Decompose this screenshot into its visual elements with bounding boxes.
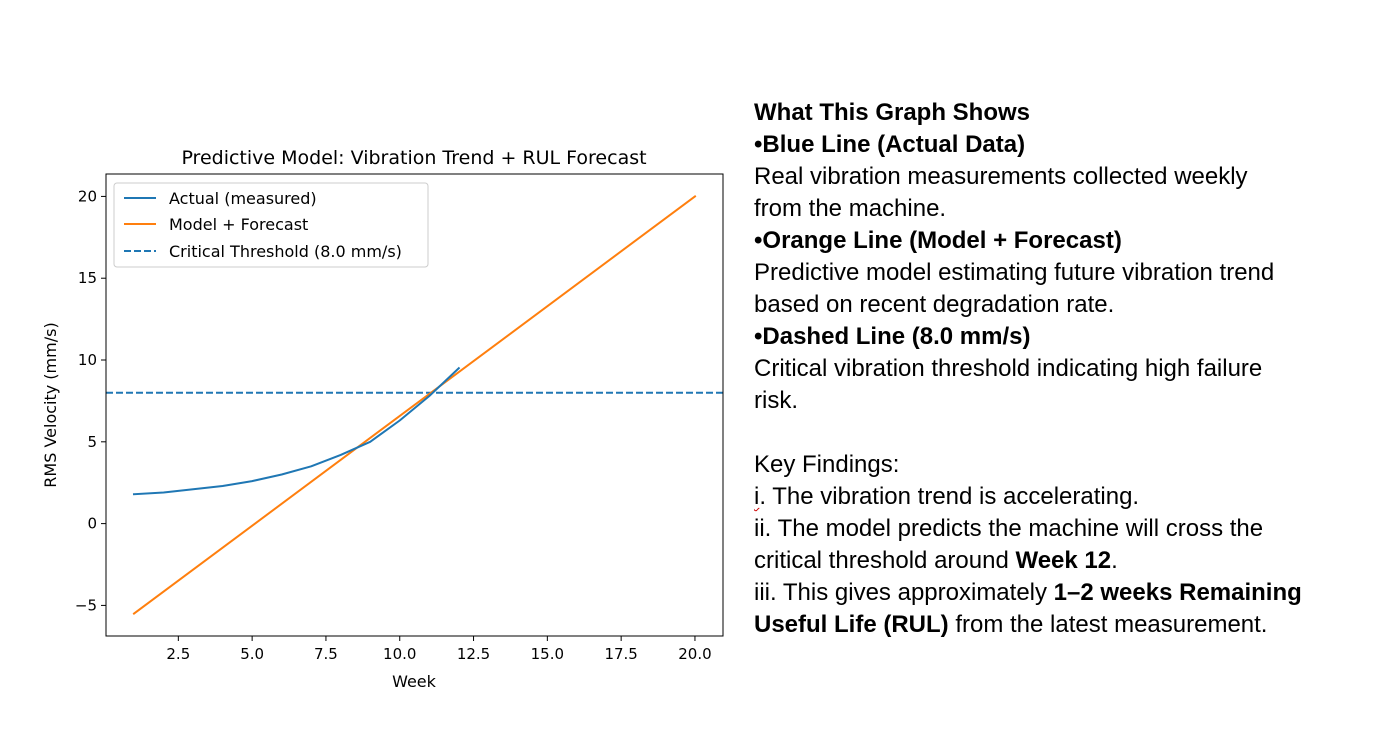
- legend: Actual (measured) Model + Forecast Criti…: [113, 182, 429, 268]
- orange-line-title: •Orange Line (Model + Forecast): [754, 227, 1122, 254]
- x-tick-label: 7.5: [314, 645, 338, 663]
- forecast-line: [132, 195, 697, 615]
- chart: Predictive Model: Vibration Trend + RUL …: [41, 147, 724, 691]
- x-tick-label: 10.0: [383, 645, 416, 663]
- finding-2-cont: critical threshold around Week 12.: [754, 547, 1118, 574]
- y-axis: −5 0 5 10 15 20: [75, 187, 106, 614]
- y-tick-label: −5: [75, 596, 97, 614]
- finding-2: ii. The model predicts the machine will …: [754, 515, 1264, 542]
- x-axis: 2.5 5.0 7.5 10.0 12.5 15.0 17.5 20.0: [166, 636, 712, 663]
- explanation-heading: What This Graph Shows: [754, 99, 1031, 126]
- x-tick-label: 20.0: [678, 645, 711, 663]
- x-tick-label: 17.5: [604, 645, 637, 663]
- legend-box: [113, 182, 429, 268]
- chart-title: Predictive Model: Vibration Trend + RUL …: [181, 147, 646, 169]
- blue-line-description-cont: from the machine.: [754, 195, 947, 222]
- actual-line: [132, 366, 461, 496]
- finding-3-cont: Useful Life (RUL) from the latest measur…: [754, 611, 1268, 638]
- y-tick-label: 20: [78, 187, 97, 205]
- finding-1: i. The vibration trend is accelerating.: [754, 483, 1140, 510]
- y-tick-label: 5: [87, 433, 97, 451]
- axes-frame: [105, 173, 724, 637]
- blue-line-description: Real vibration measurements collected we…: [754, 163, 1248, 190]
- y-axis-label: RMS Velocity (mm/s): [41, 322, 60, 487]
- legend-label-actual: Actual (measured): [169, 189, 317, 208]
- x-tick-label: 2.5: [166, 645, 190, 663]
- orange-line-description: Predictive model estimating future vibra…: [754, 259, 1275, 286]
- key-findings-heading: Key Findings:: [754, 451, 900, 478]
- x-tick-label: 5.0: [240, 645, 264, 663]
- explanation-panel: What This Graph Shows •Blue Line (Actual…: [754, 97, 1369, 641]
- dashed-line-description-cont: risk.: [754, 387, 798, 414]
- finding-3: iii. This gives approximately 1–2 weeks …: [754, 579, 1302, 606]
- orange-line-description-cont: based on recent degradation rate.: [754, 291, 1115, 318]
- y-tick-label: 0: [87, 515, 97, 533]
- x-axis-label: Week: [392, 672, 437, 691]
- dashed-line-title: •Dashed Line (8.0 mm/s): [754, 323, 1031, 350]
- legend-label-threshold: Critical Threshold (8.0 mm/s): [169, 242, 402, 261]
- plot-area: [106, 195, 723, 615]
- x-tick-label: 12.5: [457, 645, 490, 663]
- legend-label-forecast: Model + Forecast: [169, 215, 308, 234]
- dashed-line-description: Critical vibration threshold indicating …: [754, 355, 1263, 382]
- blue-line-title: •Blue Line (Actual Data): [754, 131, 1026, 158]
- x-tick-label: 15.0: [531, 645, 564, 663]
- y-tick-label: 15: [78, 269, 97, 287]
- y-tick-label: 10: [78, 351, 97, 369]
